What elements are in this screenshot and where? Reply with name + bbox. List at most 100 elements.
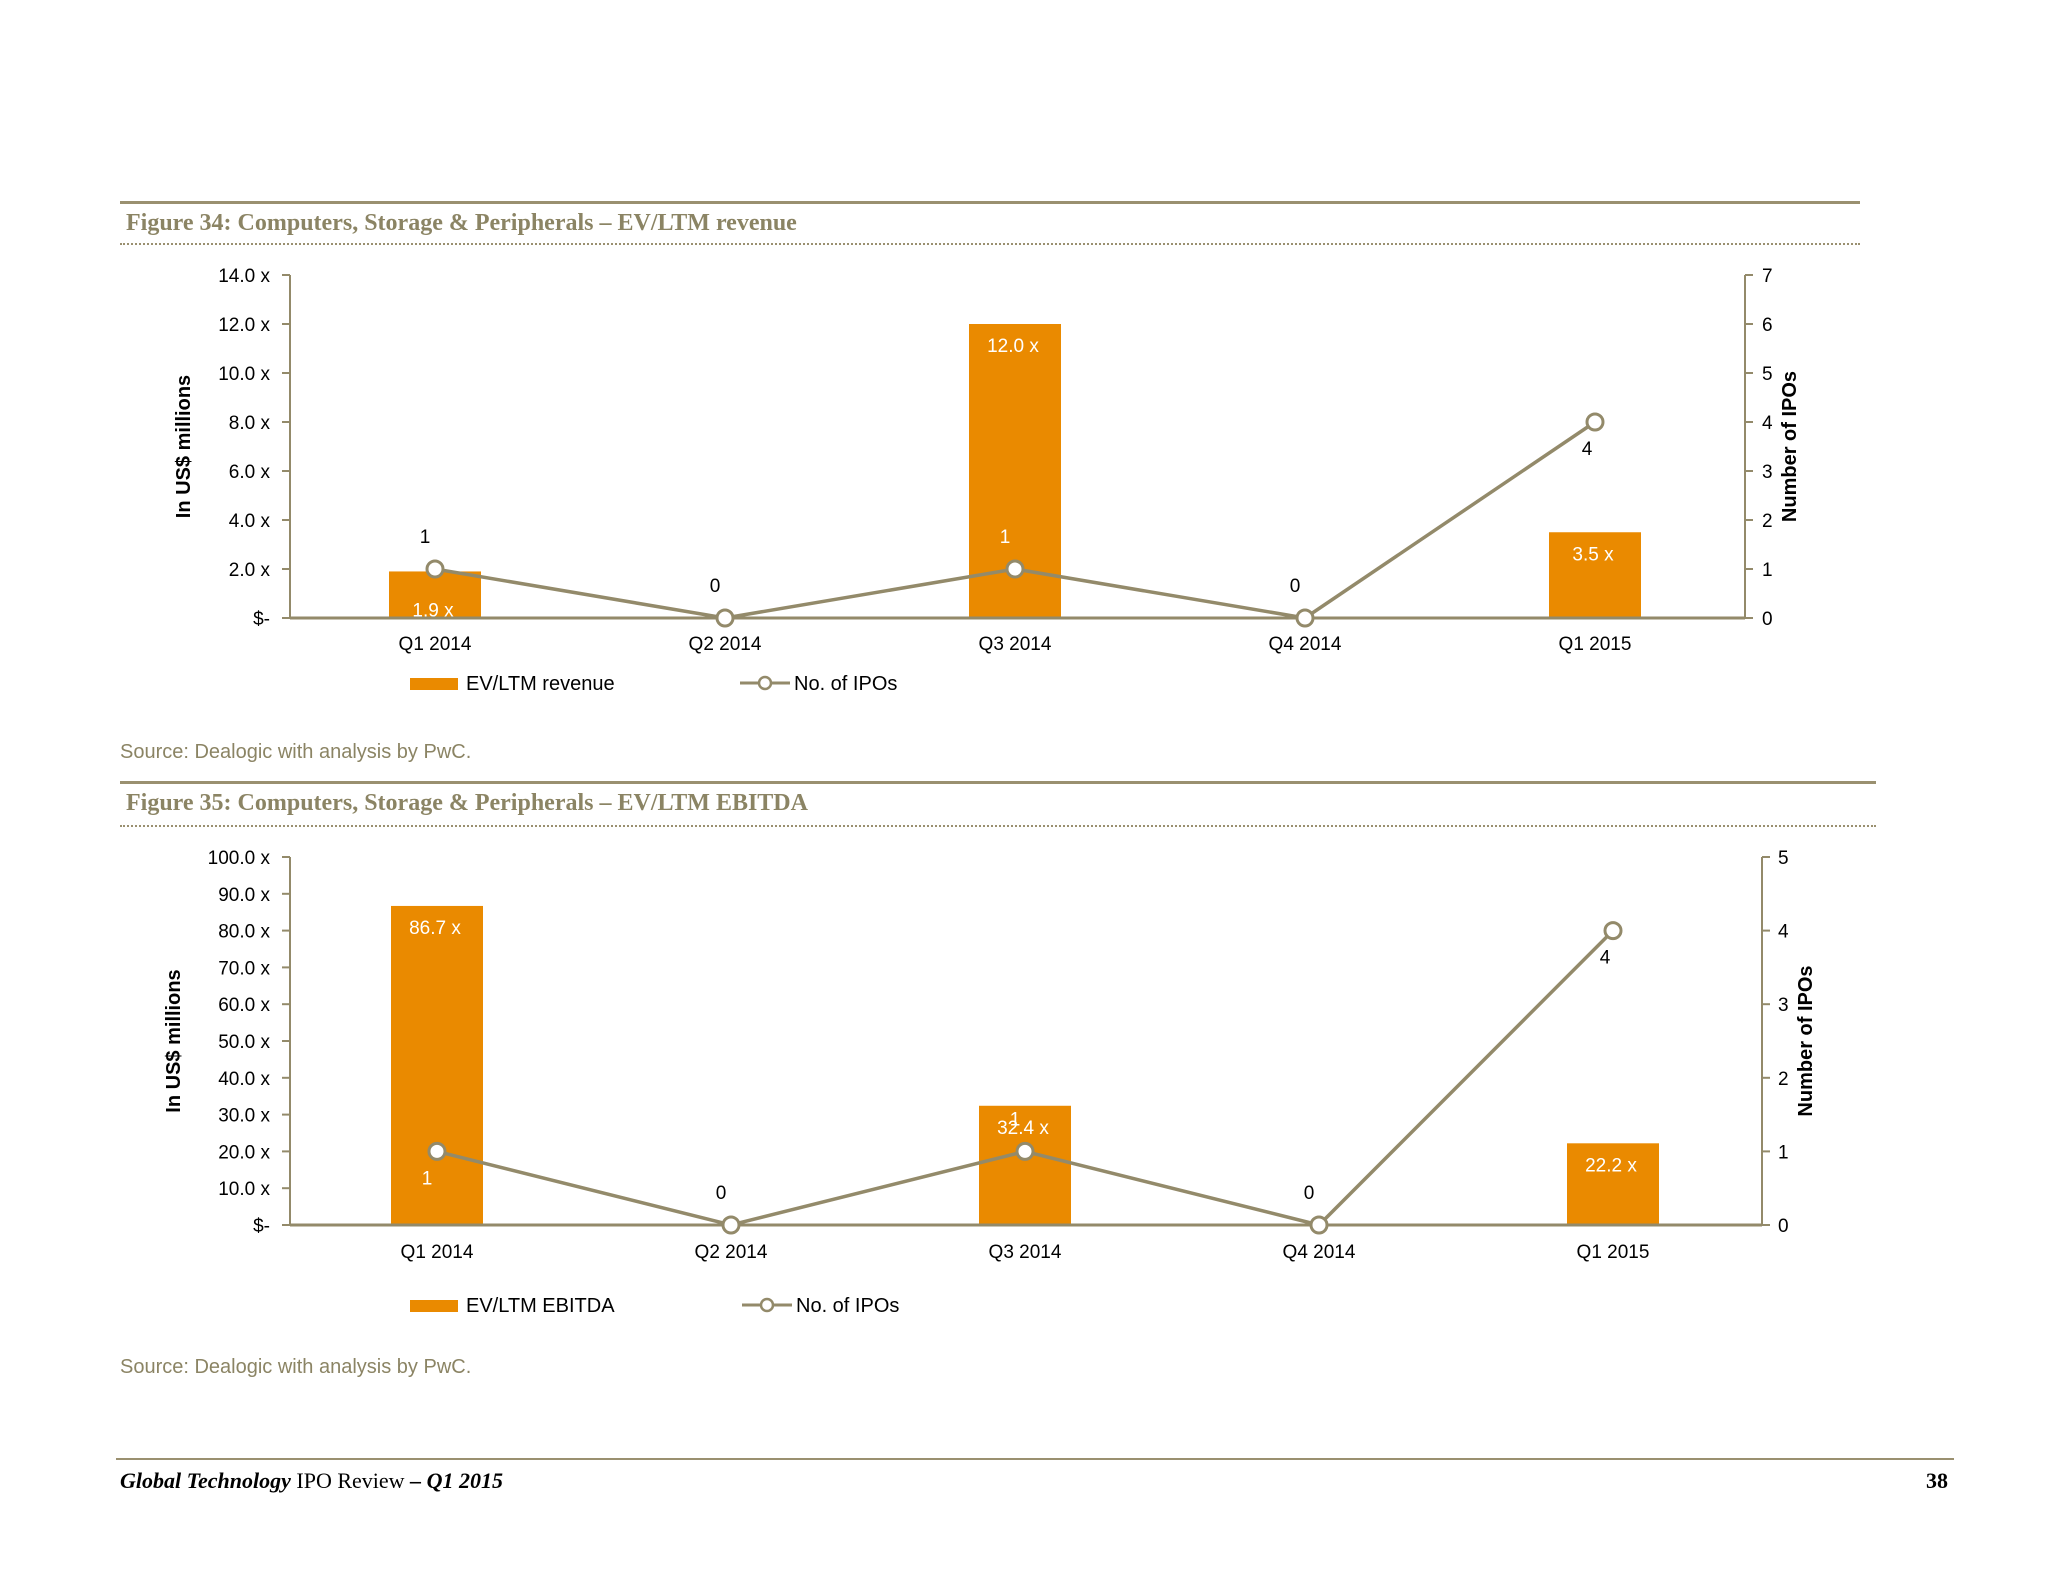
left-tick-label: 2.0 x bbox=[229, 560, 271, 581]
footer-period: – Q1 2015 bbox=[410, 1468, 503, 1493]
figure-34-chart: $- 2.0 x 4.0 x 6.0 x 8.0 x 10.0 x 12.0 x 14.0 x… bbox=[173, 266, 1801, 695]
left-tick-label: $- bbox=[253, 609, 270, 630]
right-tick-label: 2 bbox=[1778, 1069, 1789, 1090]
right-tick-label: 1 bbox=[1762, 560, 1773, 581]
figure-34-top-rule bbox=[120, 201, 1860, 204]
legend-bar-label: EV/LTM EBITDA bbox=[466, 1295, 615, 1317]
bar-value-label: 12.0 x bbox=[987, 336, 1039, 357]
ipo-count-point bbox=[1603, 921, 1623, 941]
ipo-count-point bbox=[721, 1215, 741, 1235]
x-tick-label: Q1 2015 bbox=[1577, 1242, 1650, 1263]
left-tick-label: 6.0 x bbox=[229, 462, 271, 483]
right-axis-title: Number of IPOs bbox=[1779, 371, 1801, 522]
ipo-count-point bbox=[1585, 412, 1605, 432]
left-tick-label: 70.0 x bbox=[218, 958, 270, 979]
left-tick-label: 40.0 x bbox=[218, 1069, 270, 1090]
ipo-count-label: 4 bbox=[1600, 948, 1611, 969]
legend-line-marker bbox=[759, 1297, 775, 1313]
footer-brand: Global Technology bbox=[120, 1468, 291, 1493]
right-axis-title: Number of IPOs bbox=[1795, 965, 1817, 1116]
right-tick-label: 1 bbox=[1778, 1142, 1789, 1163]
ipo-count-label: 1 bbox=[1010, 1109, 1021, 1130]
legend-bar-swatch bbox=[410, 678, 458, 690]
ipo-count-label: 0 bbox=[716, 1183, 727, 1204]
footer-publication: Global Technology IPO Review – Q1 2015 bbox=[120, 1468, 503, 1494]
x-tick-label: Q4 2014 bbox=[1283, 1242, 1356, 1263]
left-tick-label: 30.0 x bbox=[218, 1106, 270, 1127]
x-tick-label: Q3 2014 bbox=[979, 634, 1052, 655]
figure-35-title-divider bbox=[120, 825, 1876, 827]
ipo-count-label: 1 bbox=[1000, 527, 1011, 548]
ipo-count-point bbox=[1295, 608, 1315, 628]
right-tick-label: 2 bbox=[1762, 511, 1773, 532]
bar-value-label: 1.9 x bbox=[412, 601, 454, 622]
bar bbox=[1567, 1143, 1659, 1225]
x-tick-label: Q1 2014 bbox=[401, 1242, 474, 1263]
bar-value-label: 32.4 x bbox=[997, 1118, 1049, 1139]
ipo-count-label: 4 bbox=[1582, 439, 1593, 460]
x-tick-label: Q4 2014 bbox=[1269, 634, 1342, 655]
figure-35-title: Figure 35: Computers, Storage & Peripher… bbox=[126, 790, 808, 816]
legend-bar-label: EV/LTM revenue bbox=[466, 673, 615, 695]
ipo-count-point bbox=[425, 559, 445, 579]
left-tick-label: 50.0 x bbox=[218, 1032, 270, 1053]
left-axis-title: In US$ millions bbox=[173, 375, 195, 518]
figure-35-top-rule bbox=[120, 781, 1876, 784]
left-tick-label: 4.0 x bbox=[229, 511, 271, 532]
bar bbox=[979, 1105, 1071, 1225]
figure-34-title: Figure 34: Computers, Storage & Peripher… bbox=[126, 210, 797, 236]
footer-rule bbox=[116, 1458, 1954, 1460]
x-tick-label: Q1 2014 bbox=[399, 634, 472, 655]
footer-middle: IPO Review bbox=[290, 1468, 411, 1493]
right-tick-label: 3 bbox=[1762, 462, 1773, 483]
ipo-count-point bbox=[1309, 1215, 1329, 1235]
right-tick-label: 5 bbox=[1778, 848, 1789, 869]
x-tick-label: Q2 2014 bbox=[689, 634, 762, 655]
left-tick-label: 12.0 x bbox=[218, 315, 270, 336]
legend-line-marker bbox=[757, 675, 773, 691]
left-tick-label: 60.0 x bbox=[218, 995, 270, 1016]
x-tick-label: Q2 2014 bbox=[695, 1242, 768, 1263]
right-tick-label: 4 bbox=[1762, 413, 1773, 434]
ipo-count-label: 0 bbox=[1290, 576, 1301, 597]
bar bbox=[391, 905, 483, 1225]
left-axis-title: In US$ millions bbox=[163, 969, 185, 1112]
legend-bar-swatch bbox=[410, 1300, 458, 1312]
ipo-count-point bbox=[1005, 559, 1025, 579]
x-tick-label: Q1 2015 bbox=[1559, 634, 1632, 655]
page-number: 38 bbox=[1926, 1468, 1948, 1493]
right-tick-label: 7 bbox=[1762, 266, 1773, 287]
legend-line-label: No. of IPOs bbox=[794, 673, 897, 695]
ipo-count-label: 1 bbox=[422, 1168, 433, 1189]
right-tick-label: 0 bbox=[1762, 609, 1773, 630]
left-tick-label: 10.0 x bbox=[218, 1179, 270, 1200]
ipo-count-point bbox=[427, 1141, 447, 1161]
right-tick-label: 0 bbox=[1778, 1216, 1789, 1237]
bar bbox=[389, 571, 481, 618]
ipo-count-point bbox=[1015, 1141, 1035, 1161]
left-tick-label: 10.0 x bbox=[218, 364, 270, 385]
left-tick-label: 90.0 x bbox=[218, 885, 270, 906]
left-tick-label: 20.0 x bbox=[218, 1142, 270, 1163]
ipo-count-label: 1 bbox=[420, 527, 431, 548]
ipo-count-label: 0 bbox=[710, 576, 721, 597]
left-tick-label: 14.0 x bbox=[218, 266, 270, 287]
figure-35-source: Source: Dealogic with analysis by PwC. bbox=[120, 1356, 472, 1378]
bar bbox=[1549, 532, 1641, 618]
x-tick-label: Q3 2014 bbox=[989, 1242, 1062, 1263]
right-tick-label: 5 bbox=[1762, 364, 1773, 385]
left-tick-label: 100.0 x bbox=[208, 848, 271, 869]
bar-value-label: 22.2 x bbox=[1585, 1155, 1637, 1176]
figure-35-chart: $- 10.0 x 20.0 x 30.0 x 40.0 x 50.0 x 60.0 x 70… bbox=[163, 848, 1817, 1317]
left-tick-label: 8.0 x bbox=[229, 413, 271, 434]
legend-line-label: No. of IPOs bbox=[796, 1295, 899, 1317]
left-tick-label: $- bbox=[253, 1216, 270, 1237]
left-tick-label: 80.0 x bbox=[218, 922, 270, 943]
figure-34-title-divider bbox=[120, 243, 1860, 245]
bar-value-label: 3.5 x bbox=[1572, 544, 1614, 565]
ipo-count-label: 0 bbox=[1304, 1183, 1315, 1204]
right-tick-label: 4 bbox=[1778, 922, 1789, 943]
figure-34-source: Source: Dealogic with analysis by PwC. bbox=[120, 741, 472, 763]
right-tick-label: 6 bbox=[1762, 315, 1773, 336]
ipo-count-point bbox=[715, 608, 735, 628]
